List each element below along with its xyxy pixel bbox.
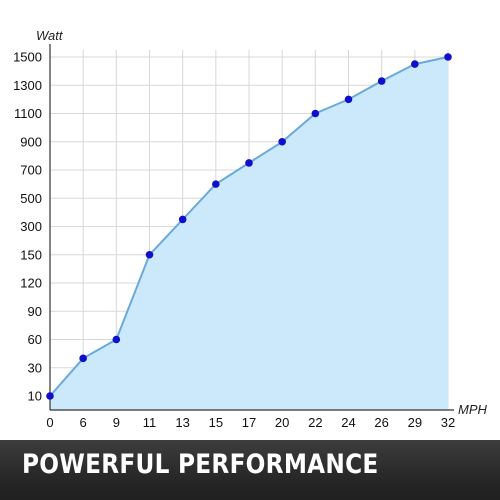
y-axis-title: Watt	[36, 28, 64, 43]
x-tick-label: 13	[175, 415, 189, 430]
bottom-banner: POWERFUL PERFORMANCE	[0, 440, 500, 500]
data-point-29mph	[411, 60, 419, 68]
x-tick-label: 20	[275, 415, 289, 430]
y-tick-label: 30	[28, 360, 42, 375]
power-speed-area-chart: 10 30 60 90 120 150 300 500 700 900 1100 1300 1500 0 6…	[13, 28, 488, 431]
x-tick-label: 26	[374, 415, 388, 430]
y-tick-label: 90	[28, 304, 42, 319]
y-tick-label: 1100	[14, 106, 42, 121]
area-fill	[50, 57, 448, 410]
data-point-11mph	[145, 250, 154, 259]
y-tick-label: 10	[28, 389, 42, 404]
x-tick-label: 0	[46, 415, 53, 430]
data-point-20mph	[278, 137, 286, 146]
data-point-6mph	[79, 354, 87, 363]
y-tick-label: 300	[20, 219, 42, 234]
x-tick-label: 15	[209, 415, 223, 430]
x-tick-label: 11	[143, 415, 157, 430]
banner-title: POWERFUL PERFORMANCE	[22, 449, 379, 480]
x-axis-title: MPH	[458, 402, 488, 417]
data-point-15mph	[212, 180, 220, 188]
x-tick-label: 22	[308, 415, 322, 430]
data-point-32mph	[444, 53, 452, 61]
y-tick-label: 900	[20, 134, 42, 149]
data-point-24mph	[344, 95, 353, 104]
y-tick-label: 60	[28, 332, 42, 347]
y-tick-label: 1500	[13, 50, 42, 65]
data-point-9mph	[112, 335, 121, 344]
x-tick-label: 24	[341, 415, 355, 430]
data-point-13mph	[178, 215, 187, 224]
x-tick-label: 9	[113, 415, 120, 430]
y-tick-label: 500	[20, 191, 42, 206]
y-tick-label: 700	[20, 163, 42, 178]
axis-layer	[49, 44, 454, 411]
data-point-22mph	[311, 109, 320, 118]
x-tick-label: 17	[242, 415, 256, 430]
x-tick-label: 6	[80, 415, 87, 430]
marker-layer	[46, 53, 452, 400]
data-point-26mph	[377, 77, 386, 85]
label-layer: 10 30 60 90 120 150 300 500 700 900 1100 1300 1500 0 6…	[13, 50, 455, 431]
y-tick-label: 120	[20, 276, 42, 291]
y-tick-label: 1300	[13, 78, 42, 93]
y-tick-label: 150	[20, 247, 42, 262]
x-tick-label: 32	[441, 415, 455, 430]
data-point-0mph	[46, 392, 54, 400]
data-point-17mph	[245, 159, 253, 167]
x-tick-label: 29	[408, 415, 422, 430]
